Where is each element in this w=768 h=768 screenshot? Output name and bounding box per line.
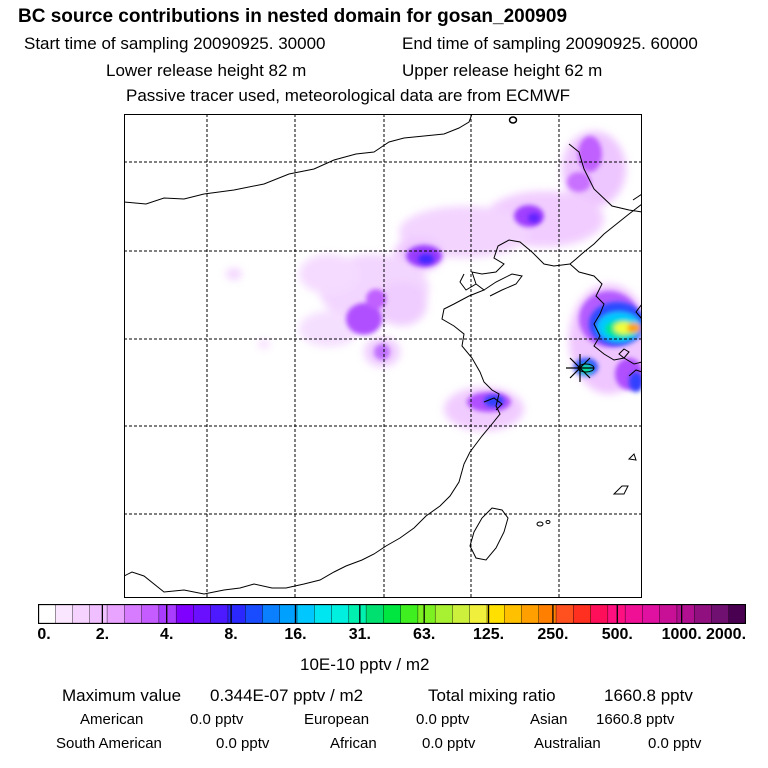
colorbar-cell — [400, 604, 419, 624]
colorbar-cell — [262, 604, 281, 624]
region-african-name: African — [330, 735, 377, 752]
colorbar-tick-label: 125. — [472, 626, 505, 643]
colorbar-tick-label: 500. — [601, 626, 633, 643]
region-american-value: 0.0 pptv — [190, 711, 244, 728]
upper-release-height: Upper release height 62 m — [402, 61, 603, 80]
region-african-value: 0.0 pptv — [422, 735, 476, 752]
colorbar-cell — [175, 604, 195, 624]
colorbar-cell — [55, 604, 74, 624]
colorbar-cell — [365, 604, 385, 624]
colorbar-cell — [72, 604, 91, 624]
map-panel — [124, 114, 642, 598]
colorbar-tick-label: 2. — [95, 626, 110, 643]
start-time-label: Start time of sampling 20090925. 30000 — [24, 34, 326, 53]
colorbar-cell — [193, 604, 212, 624]
coastlines — [124, 114, 642, 595]
colorbar-cell — [538, 604, 557, 624]
colorbar-cell — [331, 604, 350, 624]
colorbar-tick-label: 0. — [37, 626, 51, 643]
colorbar-cell — [124, 604, 143, 624]
colorbar-cell — [158, 604, 177, 624]
colorbar-cell — [452, 604, 471, 624]
receptor-star-icon — [566, 354, 594, 382]
colorbar-cell — [624, 604, 644, 624]
region-american-name: American — [80, 711, 144, 728]
colorbar-cell — [469, 604, 488, 624]
colorbar-tick-label: 1000. — [661, 626, 702, 643]
plot-title: BC source contributions in nested domain… — [18, 6, 568, 27]
circle-marker-icon — [508, 116, 518, 124]
plume-core — [418, 213, 642, 407]
max-value: 0.344E-07 pptv / m2 — [210, 686, 364, 705]
colorbar-cell — [694, 604, 713, 624]
colorbar-tick-label: 250. — [537, 626, 569, 643]
colorbar-cell — [486, 604, 505, 624]
colorbar-frame — [38, 604, 746, 624]
colorbar-cell — [573, 604, 592, 624]
colorbar-cell — [659, 604, 678, 624]
region-australian-name: Australian — [534, 735, 601, 752]
colorbar-cell — [676, 604, 695, 624]
map-frame — [124, 114, 642, 598]
colorbar-dividers — [101, 604, 683, 624]
region-south-american-name: South American — [56, 735, 162, 752]
lat-lon-grid — [124, 114, 642, 598]
colorbar-tick-label: 2000. — [705, 626, 747, 643]
region-european-value: 0.0 pptv — [416, 711, 470, 728]
colorbar-cell — [504, 604, 523, 624]
total-mixing-value: 1660.8 pptv — [604, 686, 693, 705]
total-mixing-label: Total mixing ratio — [428, 686, 556, 705]
colorbar-cell — [417, 604, 436, 624]
region-asian-name: Asian — [530, 711, 568, 728]
colorbar-cell — [434, 604, 454, 624]
max-value-label: Maximum value — [62, 686, 182, 705]
colorbar-cell — [711, 604, 730, 624]
colorbar-cell — [89, 604, 108, 624]
colorbar-cell — [590, 604, 609, 624]
colorbar-tick-label: 4. — [160, 626, 174, 643]
colorbar-cell — [38, 604, 56, 624]
colorbar-tick-label: 63. — [413, 626, 436, 643]
colorbar-cell — [314, 604, 333, 624]
colorbar-cells — [38, 604, 746, 624]
colorbar-cell — [296, 604, 315, 624]
region-south-american-value: 0.0 pptv — [216, 735, 270, 752]
colorbar — [38, 604, 746, 624]
region-australian-value: 0.0 pptv — [648, 735, 702, 752]
region-european-name: European — [304, 711, 370, 728]
region-asian-value: 1660.8 pptv — [596, 711, 675, 728]
colorbar-cell — [106, 604, 126, 624]
colorbar-cell — [348, 604, 367, 624]
colorbar-cell — [728, 604, 746, 624]
colorbar-cell — [210, 604, 229, 624]
colorbar-cell — [245, 604, 264, 624]
end-time-label: End time of sampling 20090925. 60000 — [402, 34, 698, 53]
colorbar-cell — [383, 604, 402, 624]
colorbar-cell — [555, 604, 575, 624]
colorbar-cell — [141, 604, 160, 624]
colorbar-tick-label: 31. — [348, 626, 371, 643]
lower-release-height: Lower release height 82 m — [106, 61, 307, 80]
colorbar-tick-label: 16. — [284, 626, 307, 643]
colorbar-units: 10E-10 pptv / m2 — [300, 655, 430, 674]
colorbar-cell — [642, 604, 661, 624]
colorbar-tick-label: 8. — [224, 626, 238, 643]
tracer-note: Passive tracer used, meteorological data… — [126, 86, 571, 105]
colorbar-cell — [521, 604, 540, 624]
